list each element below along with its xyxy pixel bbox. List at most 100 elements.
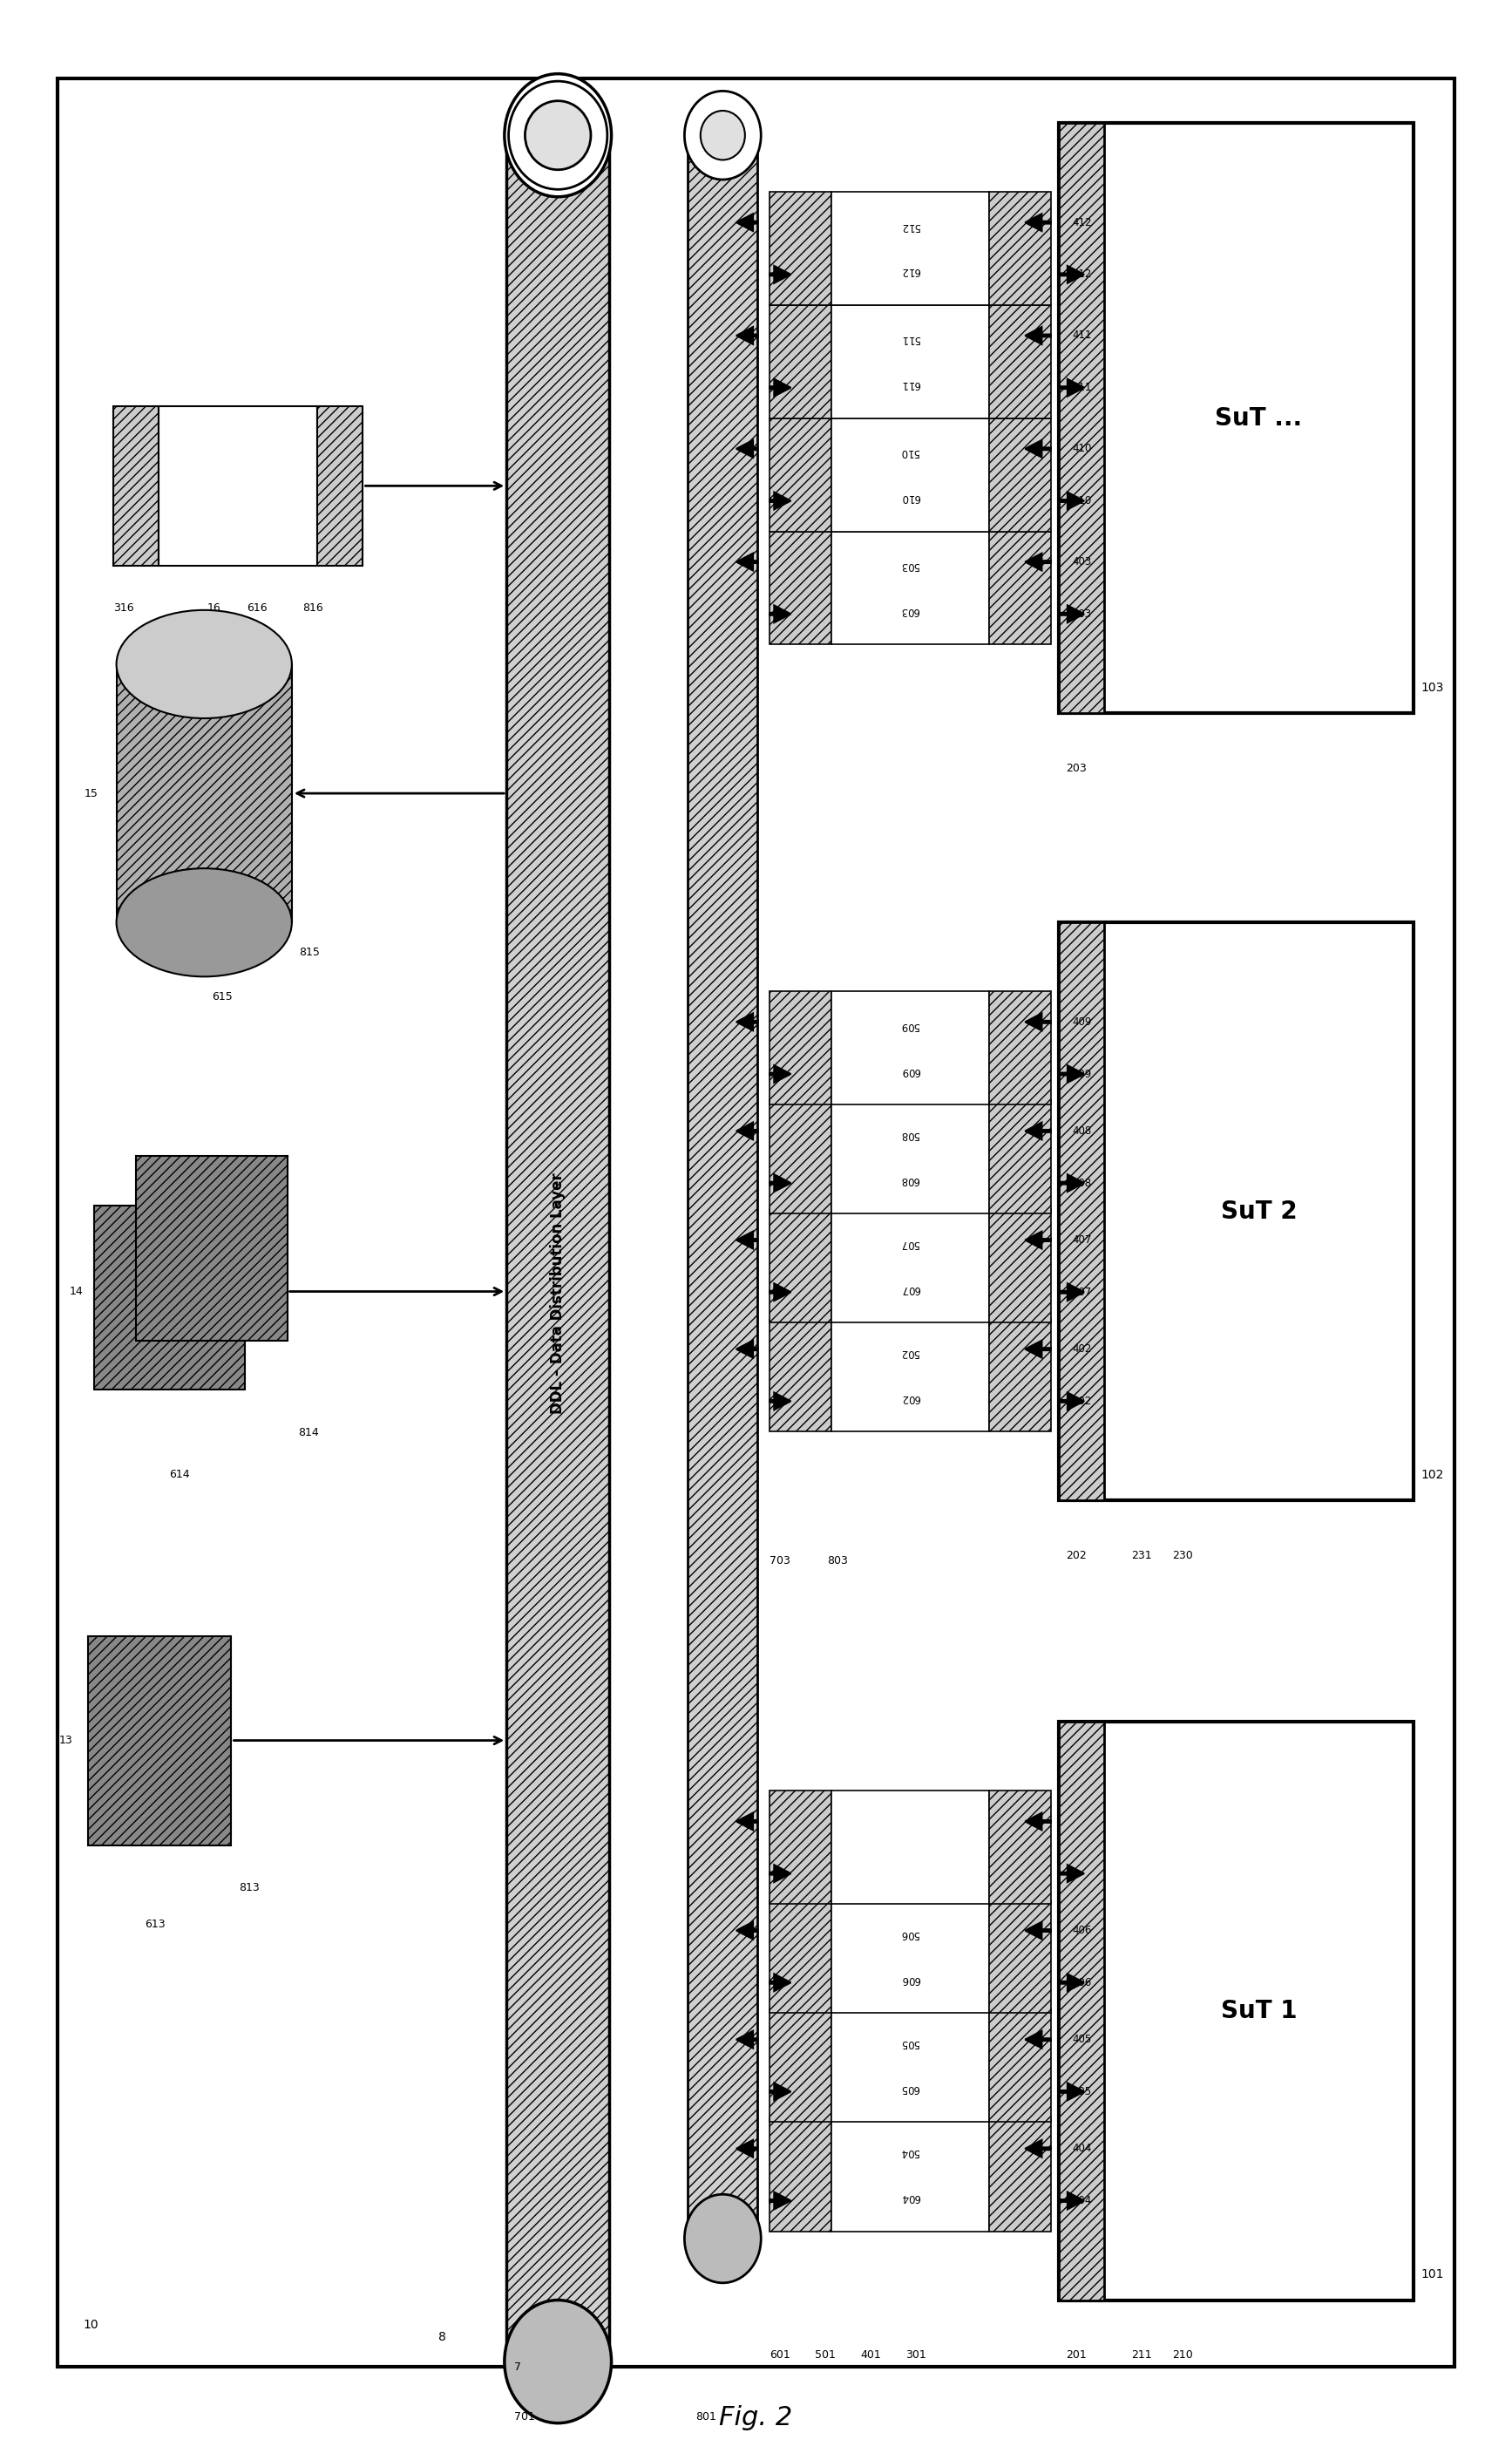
Text: 316: 316 bbox=[113, 603, 135, 615]
Bar bbox=[989, 991, 1051, 1105]
Bar bbox=[1058, 123, 1104, 713]
Text: 307: 307 bbox=[1072, 1287, 1092, 1299]
Text: 613: 613 bbox=[145, 1919, 166, 1931]
Bar bbox=[1058, 922, 1414, 1501]
Text: 505: 505 bbox=[901, 2037, 919, 2049]
FancyArrow shape bbox=[1058, 379, 1084, 396]
Bar bbox=[989, 305, 1051, 418]
FancyArrow shape bbox=[1058, 1065, 1084, 1082]
Bar bbox=[1058, 1722, 1414, 2300]
Text: 803: 803 bbox=[827, 1555, 848, 1567]
FancyArrow shape bbox=[1058, 1973, 1084, 1990]
Text: 609: 609 bbox=[901, 1065, 919, 1077]
Text: 512: 512 bbox=[901, 219, 919, 231]
Text: 511: 511 bbox=[901, 332, 919, 344]
Text: 312: 312 bbox=[1072, 268, 1092, 280]
Text: 231: 231 bbox=[1131, 1550, 1152, 1562]
FancyArrow shape bbox=[770, 1065, 791, 1082]
Text: 607: 607 bbox=[901, 1284, 919, 1294]
FancyArrow shape bbox=[736, 2140, 758, 2157]
Text: 410: 410 bbox=[1072, 443, 1092, 455]
Bar bbox=[770, 1319, 832, 1432]
Bar bbox=[989, 1319, 1051, 1432]
Text: 305: 305 bbox=[1072, 2086, 1092, 2098]
FancyArrow shape bbox=[770, 379, 791, 396]
Bar bbox=[136, 1156, 287, 1341]
FancyArrow shape bbox=[1025, 1014, 1051, 1031]
Text: 601: 601 bbox=[770, 2349, 791, 2362]
FancyArrow shape bbox=[1025, 1122, 1051, 1139]
FancyArrow shape bbox=[736, 214, 758, 231]
Bar bbox=[989, 1210, 1051, 1323]
FancyArrow shape bbox=[1025, 1813, 1051, 1830]
Bar bbox=[832, 1791, 989, 1904]
FancyArrow shape bbox=[1025, 2140, 1051, 2157]
FancyArrow shape bbox=[736, 327, 758, 344]
FancyArrow shape bbox=[770, 605, 791, 622]
FancyArrow shape bbox=[736, 1232, 758, 1250]
Bar bbox=[832, 2010, 989, 2123]
Text: 703: 703 bbox=[770, 1555, 791, 1567]
Bar bbox=[832, 1210, 989, 1323]
FancyArrow shape bbox=[736, 2032, 758, 2049]
Bar bbox=[770, 418, 832, 531]
FancyArrow shape bbox=[770, 2192, 791, 2209]
Ellipse shape bbox=[685, 91, 761, 180]
Text: 309: 309 bbox=[1072, 1068, 1092, 1080]
Bar bbox=[989, 418, 1051, 531]
Text: 201: 201 bbox=[1066, 2349, 1087, 2362]
Text: 7: 7 bbox=[514, 2362, 522, 2374]
Text: 602: 602 bbox=[901, 1392, 919, 1405]
Text: 15: 15 bbox=[85, 787, 98, 800]
Text: 308: 308 bbox=[1072, 1178, 1092, 1188]
FancyArrow shape bbox=[1058, 266, 1084, 283]
Bar bbox=[116, 664, 292, 922]
Text: 501: 501 bbox=[815, 2349, 836, 2362]
FancyArrow shape bbox=[736, 440, 758, 458]
FancyArrow shape bbox=[1058, 605, 1084, 622]
Text: 611: 611 bbox=[901, 379, 919, 391]
Text: 616: 616 bbox=[246, 603, 268, 615]
Text: 102: 102 bbox=[1421, 1469, 1444, 1481]
Bar bbox=[770, 1791, 832, 1904]
FancyArrow shape bbox=[1025, 440, 1051, 458]
Text: 14: 14 bbox=[70, 1287, 83, 1296]
Text: 612: 612 bbox=[901, 266, 919, 278]
FancyArrow shape bbox=[1058, 1284, 1084, 1301]
Bar bbox=[989, 531, 1051, 645]
Text: SuT 2: SuT 2 bbox=[1220, 1200, 1297, 1223]
FancyArrow shape bbox=[1025, 1232, 1051, 1250]
Text: 210: 210 bbox=[1172, 2349, 1193, 2362]
FancyArrow shape bbox=[770, 266, 791, 283]
Text: 16: 16 bbox=[207, 603, 221, 615]
Text: 406: 406 bbox=[1072, 1924, 1092, 1936]
Text: 603: 603 bbox=[901, 605, 919, 617]
Bar bbox=[113, 406, 159, 566]
FancyArrow shape bbox=[1025, 2032, 1051, 2049]
Bar bbox=[770, 2010, 832, 2123]
FancyArrow shape bbox=[770, 1284, 791, 1301]
Bar bbox=[832, 192, 989, 305]
Text: 507: 507 bbox=[901, 1237, 919, 1250]
FancyArrow shape bbox=[1025, 214, 1051, 231]
Text: 509: 509 bbox=[901, 1018, 919, 1031]
FancyArrow shape bbox=[736, 1014, 758, 1031]
FancyArrow shape bbox=[1025, 327, 1051, 344]
Text: 203: 203 bbox=[1066, 763, 1087, 775]
Text: 409: 409 bbox=[1072, 1016, 1092, 1028]
Bar bbox=[832, 1100, 989, 1213]
Text: 304: 304 bbox=[1072, 2194, 1092, 2207]
Text: 10: 10 bbox=[83, 2320, 98, 2330]
Bar bbox=[989, 2010, 1051, 2123]
Text: 604: 604 bbox=[901, 2192, 919, 2204]
FancyArrow shape bbox=[736, 1122, 758, 1139]
Text: 101: 101 bbox=[1421, 2268, 1444, 2280]
Bar bbox=[832, 991, 989, 1105]
Text: 411: 411 bbox=[1072, 330, 1092, 342]
Text: 813: 813 bbox=[239, 1882, 260, 1894]
Text: 816: 816 bbox=[302, 603, 324, 615]
Bar bbox=[989, 1791, 1051, 1904]
Ellipse shape bbox=[685, 2194, 761, 2283]
FancyArrow shape bbox=[1058, 492, 1084, 509]
Text: 506: 506 bbox=[901, 1929, 919, 1938]
